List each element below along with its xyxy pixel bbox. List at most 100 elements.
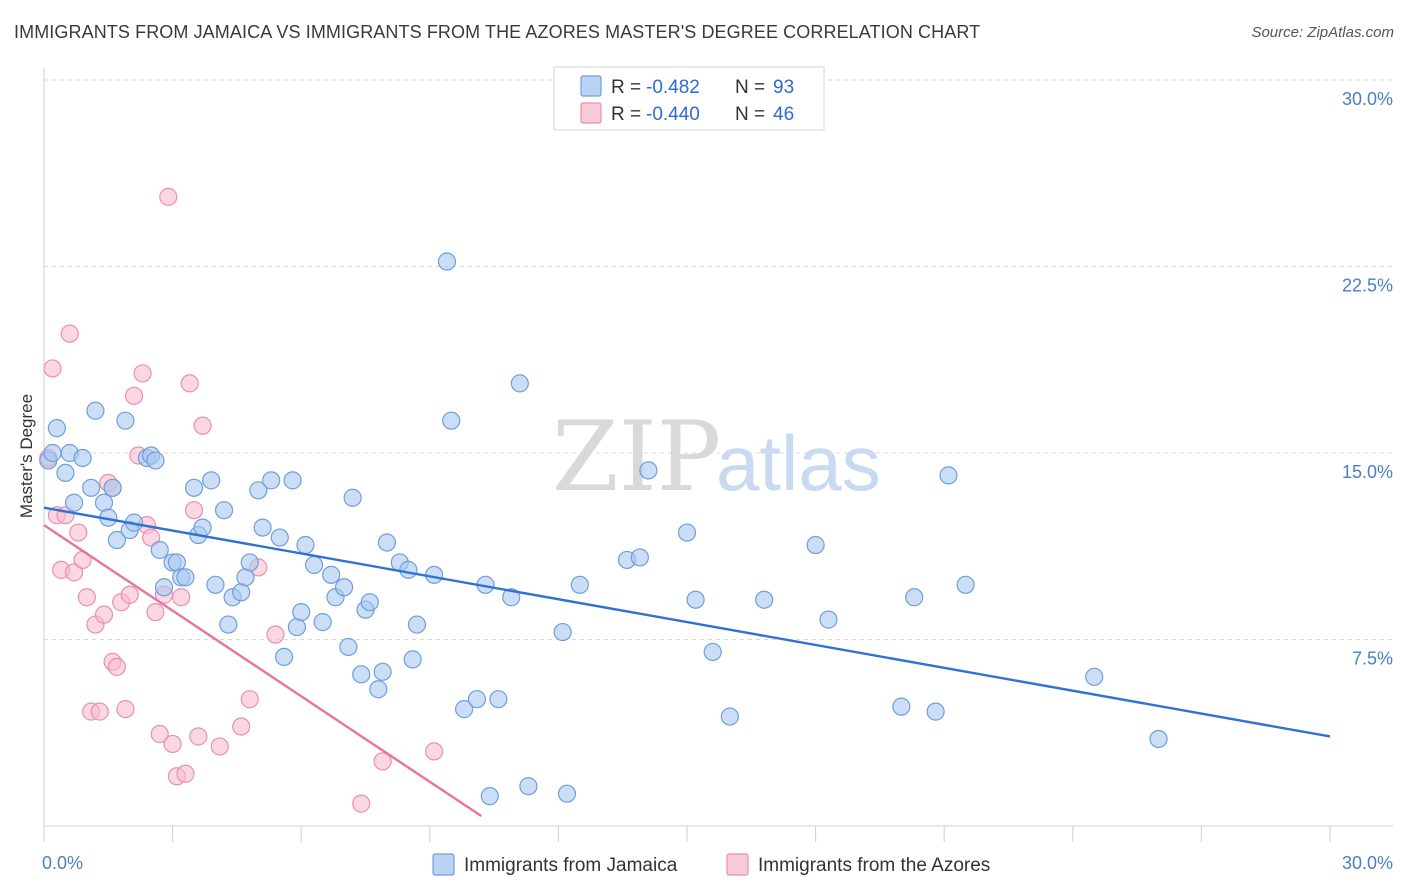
watermark-atlas: atlas <box>716 419 881 507</box>
azores-n-label: N = <box>735 104 765 125</box>
jamaica-point <box>236 568 255 587</box>
jamaica-point <box>1149 729 1168 749</box>
azores-point <box>193 416 212 435</box>
jamaica-point <box>184 478 204 497</box>
jamaica-point <box>557 784 577 803</box>
azores-point <box>146 603 165 622</box>
jamaica-point <box>43 443 62 463</box>
jamaica-point <box>926 702 945 721</box>
jamaica-point <box>480 787 499 806</box>
jamaica-bottom-label: Immigrants from Jamaica <box>464 855 678 876</box>
jamaica-point <box>570 575 589 594</box>
axes <box>43 68 1393 842</box>
jamaica-point <box>296 535 315 555</box>
jamaica-point <box>193 518 212 537</box>
top-legend: R = -0.482 N = 93 R = -0.440 N = 46 <box>553 66 825 131</box>
azores-point <box>120 585 139 604</box>
jamaica-point <box>176 568 195 587</box>
jamaica-point <box>403 650 422 669</box>
y-tick-label: 22.5% <box>1342 276 1393 296</box>
jamaica-point <box>47 419 66 438</box>
jamaica-point <box>56 463 75 482</box>
azores-point <box>424 742 444 761</box>
azores-r-value: -0.440 <box>646 104 700 125</box>
jamaica-point <box>94 493 114 512</box>
azores-point <box>60 324 79 343</box>
azores-point <box>159 187 178 206</box>
jamaica-point <box>373 662 392 681</box>
azores-n-value: 46 <box>773 104 794 125</box>
jamaica-point <box>270 528 289 547</box>
azores-point <box>94 605 114 624</box>
azores-point <box>210 737 229 756</box>
jamaica-point <box>905 588 924 607</box>
y-axis-title: Master's Degree <box>17 394 36 518</box>
jamaica-point <box>343 488 362 507</box>
jamaica-point <box>892 697 911 716</box>
azores-point <box>64 563 84 582</box>
jamaica-point <box>73 448 92 468</box>
azores-point <box>189 727 208 746</box>
jamaica-point <box>262 471 281 490</box>
jamaica-point <box>677 523 697 542</box>
azores-point <box>43 359 62 378</box>
azores-point <box>172 588 191 607</box>
jamaica-point <box>103 478 122 497</box>
jamaica-point <box>64 493 84 512</box>
jamaica-trendline <box>43 506 1331 738</box>
azores-bottom-label: Immigrants from the Azores <box>758 855 990 876</box>
jamaica-point <box>519 777 538 796</box>
jamaica-point <box>819 610 838 629</box>
jamaica-legend-swatch <box>580 75 602 97</box>
azores-point <box>133 364 152 383</box>
jamaica-point <box>86 401 105 420</box>
jamaica-point <box>639 461 658 480</box>
jamaica-point <box>154 578 174 597</box>
azores-legend-swatch <box>580 102 602 124</box>
jamaica-r-label: R = <box>611 77 641 98</box>
azores-r-label: R = <box>611 104 641 125</box>
jamaica-n-label: N = <box>735 77 765 98</box>
jamaica-point <box>407 615 427 634</box>
azores-point <box>116 700 135 719</box>
jamaica-point <box>304 555 324 575</box>
azores-point <box>240 690 259 709</box>
jamaica-point <box>150 540 169 560</box>
jamaica-point <box>553 622 572 642</box>
jamaica-point <box>334 578 354 597</box>
jamaica-point <box>377 533 397 552</box>
azores-point <box>124 386 144 405</box>
jamaica-point <box>313 612 332 632</box>
jamaica-point <box>360 593 379 612</box>
jamaica-point <box>703 642 722 662</box>
jamaica-point <box>956 575 975 594</box>
jamaica-n-value: 93 <box>773 77 794 98</box>
y-tick-labels: 7.5% 15.0% 22.5% 30.0% <box>1342 89 1393 669</box>
azores-bottom-swatch <box>726 853 749 876</box>
chart-title: IMMIGRANTS FROM JAMAICA VS IMMIGRANTS FR… <box>14 22 981 42</box>
jamaica-point <box>283 471 302 490</box>
azores-point <box>142 528 161 547</box>
jamaica-point <box>339 637 358 657</box>
jamaica-point <box>454 700 474 719</box>
jamaica-point <box>755 590 774 609</box>
jamaica-point <box>630 548 649 567</box>
jamaica-point <box>107 530 126 550</box>
azores-point <box>150 724 169 744</box>
jamaica-point <box>240 553 259 572</box>
jamaica-point <box>206 575 225 594</box>
jamaica-points <box>39 252 1168 806</box>
jamaica-point <box>510 374 529 393</box>
jamaica-point <box>232 583 251 602</box>
watermark: ZIP atlas <box>552 401 881 513</box>
azores-point <box>176 764 195 783</box>
jamaica-point <box>502 588 521 607</box>
jamaica-point <box>322 565 341 584</box>
y-tick-label: 30.0% <box>1342 89 1393 109</box>
y-tick-label: 7.5% <box>1352 649 1393 669</box>
jamaica-point <box>352 665 371 684</box>
trendlines <box>43 506 1331 818</box>
jamaica-point <box>292 603 311 622</box>
x-tick-label-min: 0.0% <box>42 853 83 873</box>
